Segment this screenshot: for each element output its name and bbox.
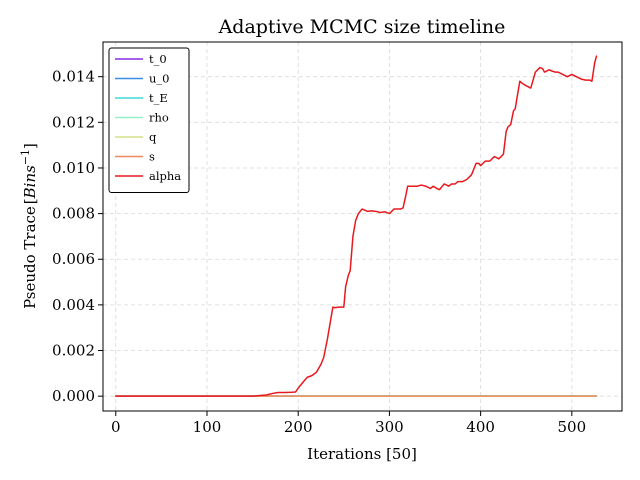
plot-area-frame [102,41,623,412]
x-axis: 0 100 200 300 400 500 [111,411,586,436]
x-tick-label: 200 [284,418,313,436]
y-tick-label: 0.004 [52,296,95,314]
y-axis-label-unit-base: Bins [21,165,39,199]
x-tick-label: 400 [466,418,495,436]
legend-label: q [149,130,157,144]
y-axis: 0.000 0.002 0.004 0.006 0.008 0.010 0.012 0.014 [52,68,103,405]
legend-label: s [149,150,155,164]
y-tick-label: 0.012 [52,113,95,131]
chart-title: Adaptive MCMC size timeline [218,16,506,38]
series-line-alpha [115,55,598,397]
x-tick-label: 100 [193,418,222,436]
y-tick-label: 0.000 [52,387,95,405]
y-axis-label-unit-exp: −1 [19,149,32,165]
series-layer [115,55,598,397]
y-axis-label-bracket-close: ] [21,143,39,149]
legend-label: rho [149,111,169,125]
legend-label: alpha [149,169,181,183]
y-tick-label: 0.014 [52,68,95,86]
x-axis-label: Iterations [50] [307,445,417,463]
y-axis-label-text: Pseudo Trace [21,206,39,309]
y-tick-label: 0.006 [52,250,95,268]
x-tick-label: 0 [111,418,121,436]
legend-label: t_0 [149,52,167,66]
y-axis-label: Pseudo Trace [Bins−1] [19,143,39,309]
x-tick-label: 500 [558,418,587,436]
y-tick-label: 0.010 [52,159,95,177]
y-axis-label-bracket-open: [ [21,198,39,204]
legend-label: u_0 [149,72,169,86]
y-tick-label: 0.008 [52,205,95,223]
legend-label: t_E [149,91,168,105]
y-tick-label: 0.002 [52,342,95,360]
x-tick-label: 300 [375,418,404,436]
